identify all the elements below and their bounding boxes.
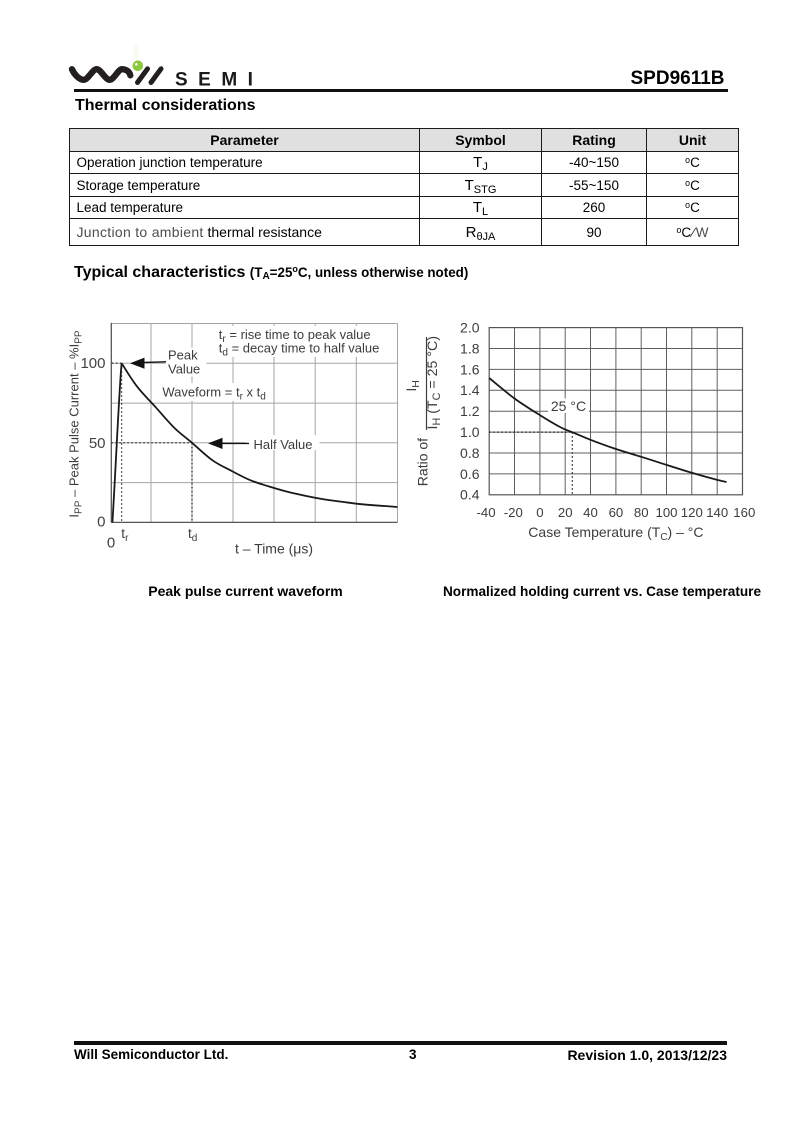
svg-text:Peak: Peak (168, 348, 198, 363)
svg-text:120: 120 (681, 505, 703, 520)
svg-text:IPP – Peak Pulse Current – %IP: IPP – Peak Pulse Current – %IPP (67, 330, 85, 517)
svg-text:Case Temperature (TC) – °C: Case Temperature (TC) – °C (528, 524, 703, 543)
svg-text:1.0: 1.0 (460, 424, 480, 440)
svg-text:80: 80 (634, 505, 649, 520)
svg-text:50: 50 (89, 435, 106, 452)
svg-text:tr: tr (121, 526, 129, 544)
svg-text:25 °C: 25 °C (551, 398, 586, 414)
svg-text:0: 0 (536, 505, 543, 520)
svg-text:2.0: 2.0 (460, 320, 480, 336)
svg-text:0.4: 0.4 (460, 487, 480, 503)
svg-text:40: 40 (583, 505, 598, 520)
svg-text:20: 20 (558, 505, 573, 520)
svg-text:1.6: 1.6 (460, 361, 480, 377)
svg-text:1.2: 1.2 (460, 403, 480, 419)
svg-text:Half Value: Half Value (254, 437, 313, 452)
svg-text:0: 0 (107, 535, 115, 552)
svg-text:Value: Value (168, 362, 200, 377)
svg-text:160: 160 (733, 505, 755, 520)
svg-text:0.6: 0.6 (460, 466, 480, 482)
svg-text:Peak pulse current waveform: Peak pulse current waveform (148, 583, 343, 599)
svg-text:100: 100 (655, 505, 677, 520)
svg-text:IH (TC = 25 °C): IH (TC = 25 °C) (425, 336, 443, 429)
svg-text:tr = rise time to peak value: tr = rise time to peak value (219, 327, 371, 345)
svg-text:1.8: 1.8 (460, 340, 480, 356)
svg-text:140: 140 (706, 505, 728, 520)
svg-text:t – Time (μs): t – Time (μs) (235, 541, 313, 557)
svg-text:Ratio of: Ratio of (415, 438, 431, 486)
svg-text:0.8: 0.8 (460, 445, 480, 461)
svg-text:td = decay time to half value: td = decay time to half value (219, 341, 380, 359)
svg-text:IH: IH (404, 380, 422, 391)
svg-text:0: 0 (97, 514, 105, 531)
svg-text:-40: -40 (476, 505, 495, 520)
svg-text:SEMI: SEMI (175, 70, 263, 91)
svg-text:100: 100 (80, 355, 105, 372)
svg-text:Normalized holding current vs.: Normalized holding current vs. Case temp… (443, 584, 761, 599)
svg-text:td: td (188, 526, 197, 544)
svg-text:-20: -20 (504, 505, 523, 520)
svg-text:60: 60 (609, 505, 624, 520)
svg-text:1.4: 1.4 (460, 382, 480, 398)
